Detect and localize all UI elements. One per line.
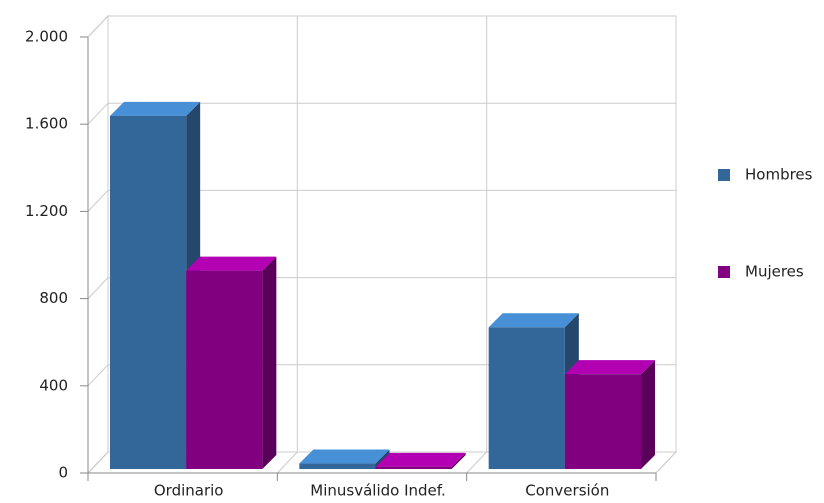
grid-line bbox=[87, 364, 109, 387]
bar-top bbox=[299, 449, 390, 464]
bar-top bbox=[488, 313, 579, 328]
grid-line bbox=[87, 15, 109, 38]
bar bbox=[299, 463, 376, 469]
x-tick-label: Conversión bbox=[525, 482, 609, 500]
bar bbox=[375, 466, 452, 469]
y-tick-label: 400 bbox=[39, 376, 68, 394]
bar bbox=[186, 270, 263, 469]
floor-divider bbox=[466, 451, 488, 474]
x-tick-label: Minusválido Indef. bbox=[310, 482, 445, 500]
bar-side bbox=[641, 360, 655, 469]
x-tick-label: Ordinario bbox=[154, 482, 224, 500]
floor-divider bbox=[655, 451, 677, 474]
bar bbox=[488, 327, 565, 469]
y-tick-label: 1.600 bbox=[25, 115, 68, 133]
legend-swatch bbox=[718, 169, 730, 181]
bar-side bbox=[262, 256, 277, 469]
bar-top bbox=[110, 101, 201, 116]
legend-swatch bbox=[718, 266, 730, 278]
legend-label: Mujeres bbox=[745, 263, 804, 281]
bar-top bbox=[186, 256, 277, 271]
grid-line bbox=[87, 190, 109, 212]
grid-line bbox=[87, 102, 109, 125]
bar bbox=[564, 374, 641, 469]
bar-top bbox=[375, 452, 466, 467]
y-tick-label: 2.000 bbox=[25, 28, 68, 46]
side-wall bbox=[87, 14, 109, 475]
grid-line bbox=[87, 451, 109, 474]
y-tick-label: 1.200 bbox=[25, 202, 68, 220]
y-tick-label: 800 bbox=[39, 289, 68, 307]
bar-top bbox=[564, 360, 655, 375]
legend-label: Hombres bbox=[745, 166, 813, 184]
floor-divider bbox=[276, 451, 298, 474]
grid-line bbox=[87, 277, 109, 299]
bar bbox=[110, 115, 187, 469]
y-tick-label: 0 bbox=[58, 464, 68, 482]
bar-side bbox=[451, 452, 466, 469]
